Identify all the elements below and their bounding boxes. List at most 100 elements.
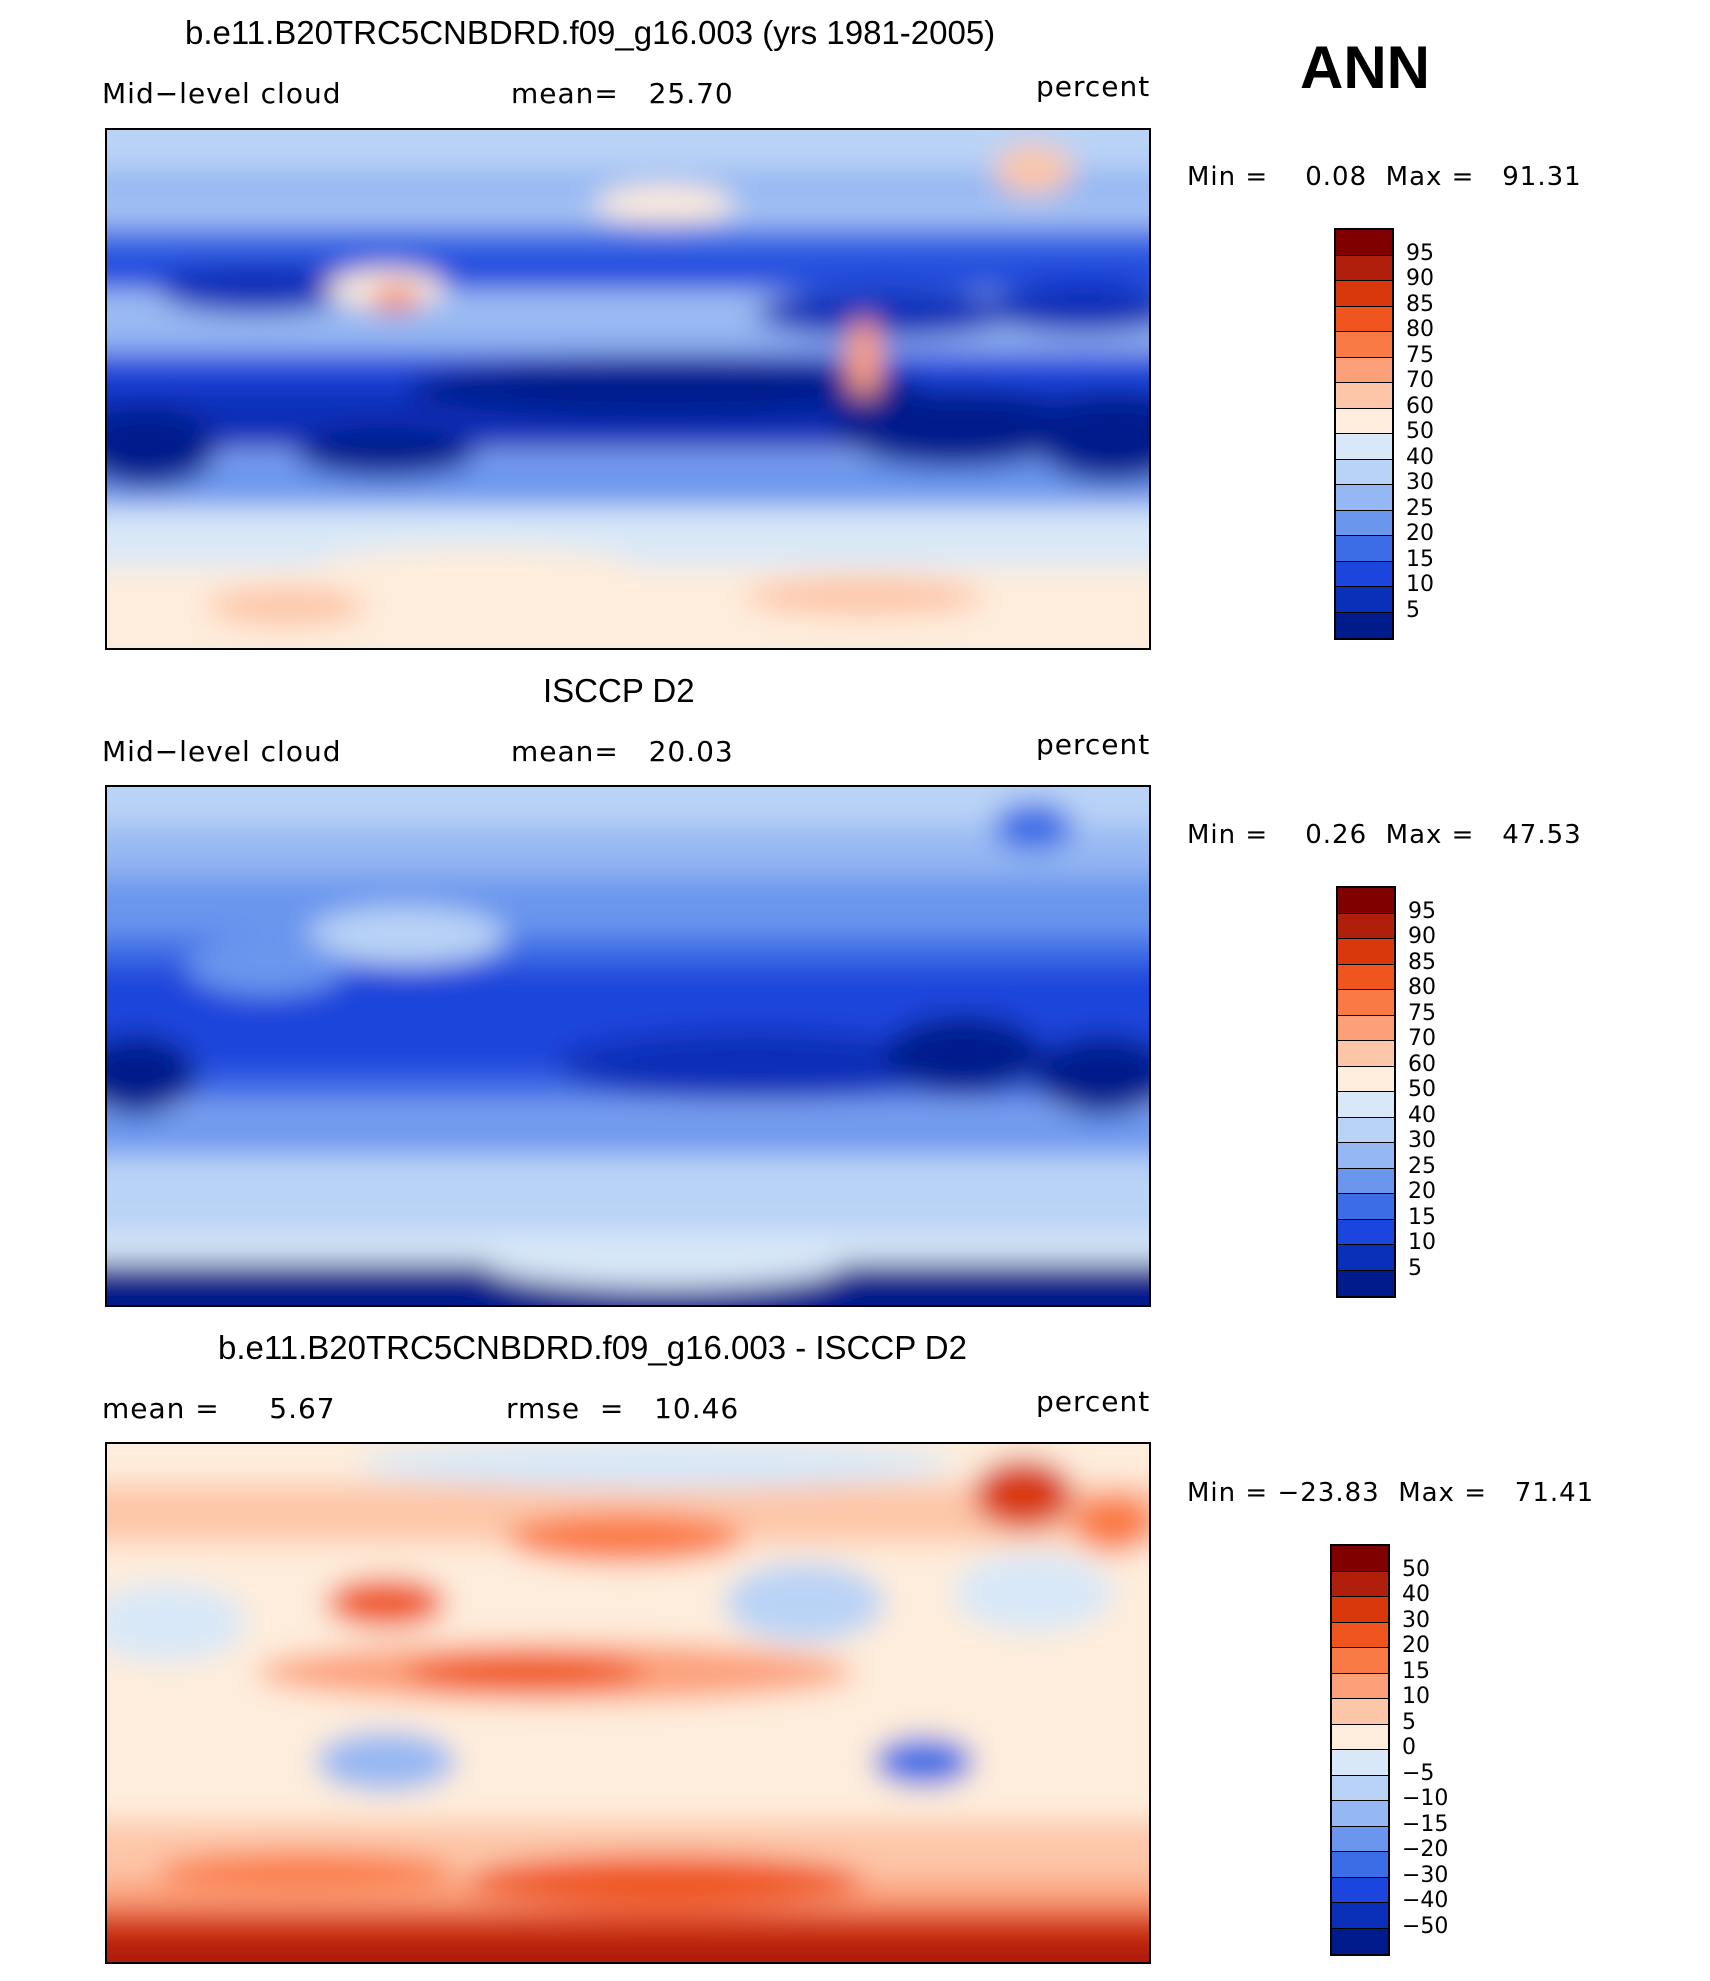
colorbar-tick-label: 75 xyxy=(1406,342,1434,368)
colorbar-segment xyxy=(1332,1597,1388,1623)
colorbar-tick-label: 50 xyxy=(1408,1077,1436,1102)
colorbar-tick-label: 5 xyxy=(1402,1709,1416,1735)
colorbar-tick-label: −10 xyxy=(1402,1786,1449,1811)
colorbar-segment xyxy=(1332,1699,1388,1725)
colorbar-tick-label: 20 xyxy=(1408,1179,1436,1204)
panel-1-colorbar xyxy=(1334,228,1394,640)
colorbar-segment xyxy=(1336,510,1392,536)
colorbar-segment xyxy=(1336,459,1392,485)
colorbar-tick-label: 0 xyxy=(1402,1735,1416,1760)
colorbar-segment xyxy=(1332,1877,1388,1903)
colorbar-segment xyxy=(1338,1041,1394,1067)
colorbar-segment xyxy=(1336,230,1392,256)
colorbar-segment xyxy=(1338,1066,1394,1092)
colorbar-segment xyxy=(1338,1194,1394,1220)
panel-1-variable-label: Mid−level cloud xyxy=(102,77,342,110)
colorbar-tick-label: 85 xyxy=(1406,291,1434,317)
colorbar-tick-label: 90 xyxy=(1406,266,1434,291)
panel-3-colorbar xyxy=(1330,1544,1390,1956)
colorbar-segment xyxy=(1332,1571,1388,1597)
panel-2-colorbar xyxy=(1336,886,1396,1298)
panel-2-map xyxy=(105,785,1151,1307)
panel-3-mean-label: mean = 5.67 xyxy=(102,1392,336,1425)
colorbar-segment xyxy=(1332,1775,1388,1801)
panel-1-minmax: Min = 0.08 Max = 91.31 xyxy=(1187,162,1582,192)
colorbar-segment xyxy=(1338,1219,1394,1245)
colorbar-segment xyxy=(1336,357,1392,383)
colorbar-segment xyxy=(1332,1622,1388,1648)
colorbar-segment xyxy=(1338,1015,1394,1041)
colorbar-segment xyxy=(1338,888,1394,914)
colorbar-segment xyxy=(1338,913,1394,939)
colorbar-tick-label: 70 xyxy=(1406,368,1434,393)
colorbar-tick-label: 5 xyxy=(1408,1255,1422,1281)
colorbar-tick-label: 40 xyxy=(1408,1102,1436,1128)
colorbar-segment xyxy=(1332,1724,1388,1750)
colorbar-tick-label: −20 xyxy=(1402,1837,1449,1862)
colorbar-segment xyxy=(1338,939,1394,965)
panel-2-title: ISCCP D2 xyxy=(543,672,695,709)
colorbar-segment xyxy=(1332,1928,1388,1954)
colorbar-tick-label: −5 xyxy=(1402,1760,1435,1786)
colorbar-segment xyxy=(1338,964,1394,990)
colorbar-segment xyxy=(1338,1245,1394,1271)
colorbar-tick-label: −30 xyxy=(1402,1862,1449,1888)
colorbar-tick-label: 30 xyxy=(1402,1607,1430,1633)
colorbar-tick-label: −15 xyxy=(1402,1811,1449,1837)
colorbar-tick-label: 80 xyxy=(1408,975,1436,1000)
colorbar-tick-label: 95 xyxy=(1408,898,1436,924)
colorbar-segment xyxy=(1336,434,1392,460)
colorbar-tick-label: 40 xyxy=(1402,1582,1430,1607)
panel-3-rmse-label: rmse = 10.46 xyxy=(506,1392,740,1425)
colorbar-tick-label: 5 xyxy=(1406,597,1420,623)
colorbar-segment xyxy=(1336,485,1392,511)
colorbar-segment xyxy=(1336,408,1392,434)
colorbar-tick-label: 95 xyxy=(1406,240,1434,266)
colorbar-segment xyxy=(1338,1270,1394,1296)
colorbar-tick-label: 90 xyxy=(1408,924,1436,949)
colorbar-tick-label: 40 xyxy=(1406,444,1434,470)
colorbar-segment xyxy=(1332,1801,1388,1827)
panel-3-minmax: Min = −23.83 Max = 71.41 xyxy=(1187,1478,1595,1508)
colorbar-tick-label: 85 xyxy=(1408,949,1436,975)
colorbar-tick-label: 15 xyxy=(1402,1658,1430,1684)
colorbar-tick-label: 10 xyxy=(1408,1230,1436,1255)
colorbar-tick-label: 60 xyxy=(1408,1051,1436,1077)
colorbar-segment xyxy=(1332,1750,1388,1776)
panel-1-map xyxy=(105,128,1151,650)
colorbar-segment xyxy=(1338,1092,1394,1118)
colorbar-tick-label: 20 xyxy=(1402,1633,1430,1658)
colorbar-segment xyxy=(1336,306,1392,332)
colorbar-tick-label: 15 xyxy=(1406,546,1434,572)
colorbar-tick-label: 15 xyxy=(1408,1204,1436,1230)
colorbar-segment xyxy=(1338,990,1394,1016)
colorbar-segment xyxy=(1332,1826,1388,1852)
colorbar-segment xyxy=(1338,1168,1394,1194)
colorbar-segment xyxy=(1332,1546,1388,1572)
colorbar-tick-label: 50 xyxy=(1402,1556,1430,1582)
colorbar-segment xyxy=(1336,332,1392,358)
colorbar-tick-label: 30 xyxy=(1406,470,1434,495)
colorbar-tick-label: 30 xyxy=(1408,1128,1436,1153)
panel-2-mean-label: mean= 20.03 xyxy=(511,735,734,768)
panel-3-units-label: percent xyxy=(1036,1385,1151,1418)
panel-2-units-label: percent xyxy=(1036,728,1151,761)
colorbar-segment xyxy=(1332,1648,1388,1674)
colorbar-segment xyxy=(1332,1852,1388,1878)
panel-1-title: b.e11.B20TRC5CNBDRD.f09_g16.003 (yrs 198… xyxy=(185,14,996,51)
colorbar-segment xyxy=(1336,255,1392,281)
panel-2-variable-label: Mid−level cloud xyxy=(102,735,342,768)
colorbar-segment xyxy=(1336,281,1392,307)
colorbar-segment xyxy=(1336,612,1392,638)
colorbar-segment xyxy=(1336,587,1392,613)
panel-3-title: b.e11.B20TRC5CNBDRD.f09_g16.003 - ISCCP … xyxy=(218,1329,967,1366)
colorbar-segment xyxy=(1336,383,1392,409)
colorbar-segment xyxy=(1336,561,1392,587)
colorbar-tick-label: −40 xyxy=(1402,1888,1449,1913)
colorbar-tick-label: −50 xyxy=(1402,1913,1449,1939)
colorbar-tick-label: 70 xyxy=(1408,1026,1436,1051)
panel-1-mean-label: mean= 25.70 xyxy=(511,77,734,110)
colorbar-tick-label: 20 xyxy=(1406,521,1434,546)
panel-1-units-label: percent xyxy=(1036,70,1151,103)
colorbar-segment xyxy=(1338,1117,1394,1143)
